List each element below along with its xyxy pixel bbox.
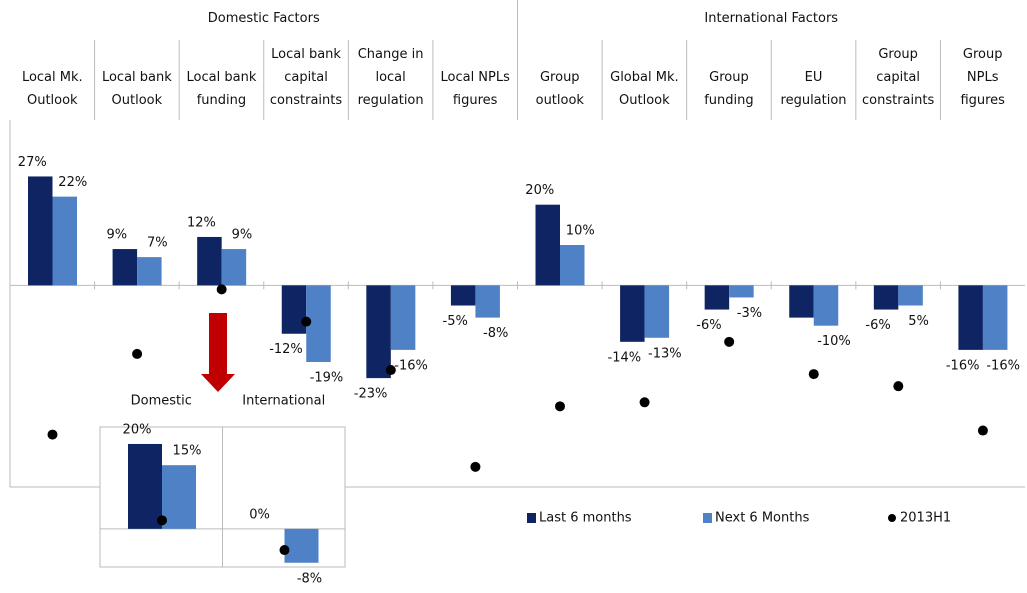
dot [639,397,650,408]
category-label: Local bank Outlook [101,70,172,108]
inset-category-label: International [242,394,325,409]
dot [216,284,227,295]
bar [390,285,416,350]
category-label: Local NPLs figures [440,70,510,108]
dot [555,401,565,412]
bar [729,285,754,298]
category-label: Group capital constraints [861,47,935,108]
dot [279,545,290,556]
data-label: -12% [269,342,303,357]
bar [284,528,319,563]
data-label: -16% [946,358,980,373]
dot [47,429,58,440]
bar [221,249,247,286]
bar [128,443,162,529]
data-label: 20% [525,183,554,198]
data-label: 10% [566,224,595,239]
group-header: Domestic Factors [207,11,320,26]
data-label: -23% [354,387,388,402]
data-label: -19% [310,370,344,385]
data-label: 5% [908,314,929,329]
bar [281,285,307,334]
bar [28,176,53,286]
data-label: 12% [187,215,216,230]
data-label: -16% [394,358,428,373]
bar [366,285,391,379]
data-label: 22% [58,175,87,190]
data-label: -5% [443,314,468,329]
bar [982,285,1008,350]
legend-label: Last 6 months [539,511,632,526]
bar [137,257,162,286]
dot [470,461,481,472]
dot [808,369,819,380]
bar [162,465,196,529]
data-label: 0% [249,507,270,522]
bar [52,196,77,286]
data-label: -6% [865,318,890,333]
arrow [201,313,235,392]
dot [385,365,396,376]
category-label: Local bank funding [186,70,257,108]
data-label: -6% [696,318,721,333]
group-header: International Factors [704,11,839,26]
data-label: 27% [18,155,47,170]
data-label: 20% [123,422,152,437]
bar [813,285,839,326]
data-label: -8% [297,571,322,586]
bar [644,285,670,338]
category-label: EU regulation [780,70,847,108]
legend-label: Next 6 Months [715,511,810,526]
dot [977,425,988,436]
data-label: -14% [608,350,642,365]
category-label: Global Mk. Outlook [610,70,679,108]
category-label: Group NPLs figures [960,47,1005,108]
category-label: Change in local regulation [357,47,424,108]
category-label: Local Mk. Outlook [21,70,83,108]
bar [704,285,730,310]
dot [301,316,312,327]
category-label: Group funding [704,70,754,108]
legend-marker [888,514,896,522]
data-label: 9% [107,228,128,243]
bar [535,204,560,286]
bar [958,285,983,350]
bar [197,236,222,286]
data-label: -10% [817,334,851,349]
bar [450,285,476,306]
bar [789,285,814,318]
dot [724,336,735,347]
bar [560,245,585,286]
data-label: 15% [173,444,202,459]
bar [898,285,923,306]
data-label: 7% [147,236,168,251]
legend-marker [703,513,712,523]
bar [873,285,899,310]
data-label: -8% [483,326,508,341]
legend-label: 2013H1 [900,511,951,526]
data-label: -16% [986,358,1020,373]
data-label: -13% [648,346,682,361]
data-label: 9% [232,228,253,243]
dot [132,348,143,359]
bar [620,285,645,342]
category-label: Group outlook [535,70,584,108]
inset-category-label: Domestic [131,394,192,409]
bar [475,285,500,318]
category-label: Local bank capital constraints [269,47,343,108]
dot [157,515,167,526]
legend-marker [527,513,536,523]
data-label: -3% [737,306,762,321]
bar [112,249,138,286]
dot [893,381,904,392]
